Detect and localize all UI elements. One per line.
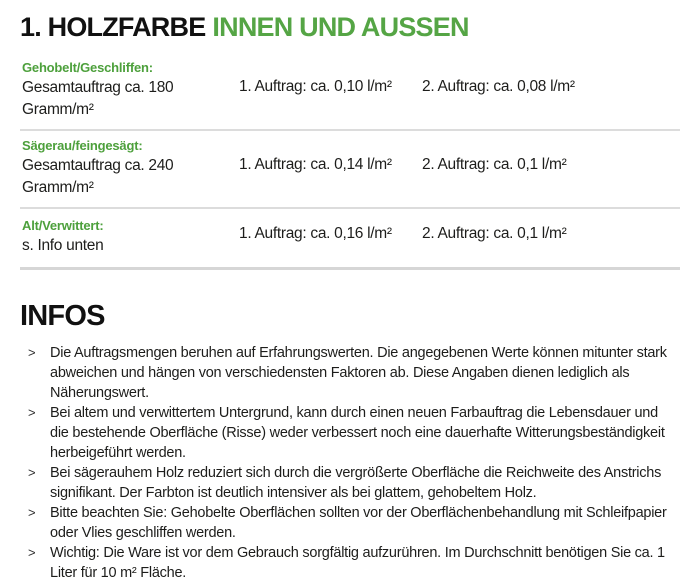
list-item: > Wichtig: Die Ware ist vor dem Gebrauch…: [20, 543, 672, 583]
surface-type-label: Sägerau/feingesägt:: [22, 138, 143, 154]
application-rates-table: Gehobelt/Geschliffen: Gesamtauftrag ca. …: [20, 53, 680, 271]
second-coat-value: 2. Auftrag: ca. 0,1 l/m²: [422, 156, 567, 174]
surface-type-label: Gehobelt/Geschliffen:: [22, 60, 153, 76]
info-bullet-list: > Die Auftragsmengen beruhen auf Erfahru…: [20, 343, 672, 583]
see-info-note: s. Info unten: [22, 237, 104, 255]
product-info-sheet: 1. HOLZFARBE INNEN UND AUSSEN Gehobelt/Ge…: [20, 13, 680, 581]
info-text: Die Auftragsmengen beruhen auf Erfahrung…: [50, 345, 667, 402]
page-title-black-part: 1. HOLZFARBE: [20, 12, 206, 42]
table-row-alt-verwittert: Alt/Verwittert: s. Info unten 1. Auftrag…: [20, 209, 680, 271]
table-row-saegerau: Sägerau/feingesägt: Gesamtauftrag ca. 24…: [20, 131, 680, 210]
infos-section-heading: INFOS: [20, 300, 105, 333]
list-item: > Bei sägerauhem Holz reduziert sich dur…: [20, 463, 672, 503]
surface-type-cell: Sägerau/feingesägt: Gesamtauftrag ca. 24…: [22, 137, 239, 199]
chevron-bullet-icon: >: [28, 465, 36, 481]
first-coat-value: 1. Auftrag: ca. 0,16 l/m²: [239, 225, 392, 243]
page-title-green-part: INNEN UND AUSSEN: [212, 12, 469, 42]
chevron-bullet-icon: >: [28, 345, 36, 361]
surface-type-label: Alt/Verwittert:: [22, 218, 104, 234]
info-text: Bei sägerauhem Holz reduziert sich durch…: [50, 465, 662, 502]
chevron-bullet-icon: >: [28, 545, 36, 561]
info-text: Bei altem und verwittertem Untergrund, k…: [50, 405, 665, 462]
chevron-bullet-icon: >: [28, 505, 36, 521]
surface-type-cell: Alt/Verwittert: s. Info unten: [22, 217, 239, 257]
surface-type-cell: Gehobelt/Geschliffen: Gesamtauftrag ca. …: [22, 59, 239, 121]
total-application-value: Gesamtauftrag ca. 240 Gramm/m²: [22, 157, 174, 197]
page-title: 1. HOLZFARBE INNEN UND AUSSEN: [20, 13, 680, 41]
info-text: Wichtig: Die Ware ist vor dem Gebrauch s…: [50, 545, 665, 582]
list-item: > Bei altem und verwittertem Untergrund,…: [20, 403, 672, 463]
list-item: > Die Auftragsmengen beruhen auf Erfahru…: [20, 343, 672, 403]
table-row-gehobelt: Gehobelt/Geschliffen: Gesamtauftrag ca. …: [20, 53, 680, 132]
first-coat-value: 1. Auftrag: ca. 0,10 l/m²: [239, 78, 392, 96]
info-text: Bitte beachten Sie: Gehobelte Oberfläche…: [50, 505, 667, 542]
second-coat-value: 2. Auftrag: ca. 0,08 l/m²: [422, 78, 575, 96]
list-item: > Bitte beachten Sie: Gehobelte Oberfläc…: [20, 503, 672, 543]
chevron-bullet-icon: >: [28, 405, 36, 421]
total-application-value: Gesamtauftrag ca. 180 Gramm/m²: [22, 79, 174, 119]
second-coat-value: 2. Auftrag: ca. 0,1 l/m²: [422, 225, 567, 243]
first-coat-value: 1. Auftrag: ca. 0,14 l/m²: [239, 156, 392, 174]
